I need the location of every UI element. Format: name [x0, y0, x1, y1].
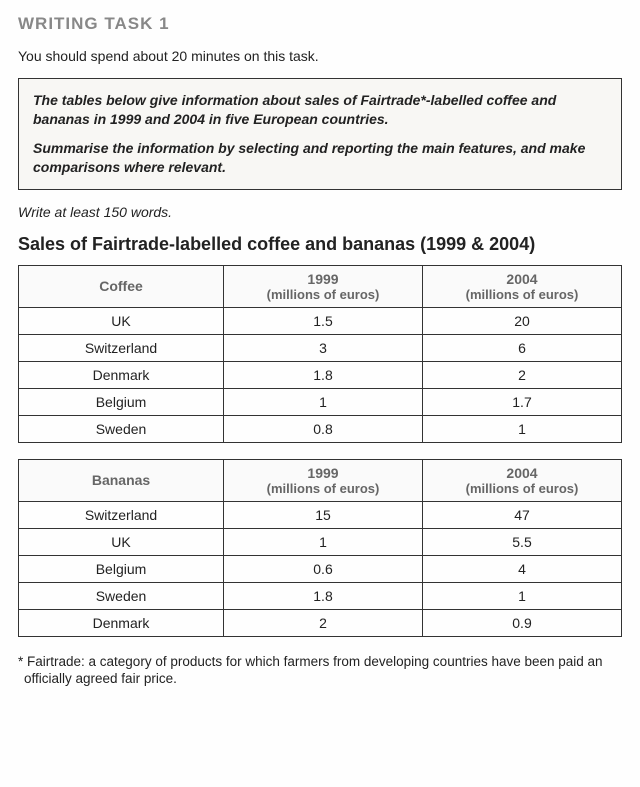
word-count-instruction: Write at least 150 words. — [18, 204, 622, 220]
country-cell: Belgium — [19, 555, 224, 582]
value-2004-cell: 47 — [423, 501, 622, 528]
time-instruction: You should spend about 20 minutes on thi… — [18, 48, 622, 64]
value-1999-cell: 15 — [224, 501, 423, 528]
value-1999-cell: 1.5 — [224, 307, 423, 334]
table-row: Denmark20.9 — [19, 609, 622, 636]
prompt-box: The tables below give information about … — [18, 78, 622, 190]
bananas-header-name: Bananas — [19, 459, 224, 501]
unit-label: (millions of euros) — [232, 287, 414, 302]
value-2004-cell: 5.5 — [423, 528, 622, 555]
table-row: UK15.5 — [19, 528, 622, 555]
table-row: Switzerland36 — [19, 334, 622, 361]
coffee-table-body: UK1.520Switzerland36Denmark1.82Belgium11… — [19, 307, 622, 442]
value-2004-cell: 1.7 — [423, 388, 622, 415]
tables-title: Sales of Fairtrade-labelled coffee and b… — [18, 234, 622, 255]
year-label: 1999 — [307, 465, 338, 481]
value-2004-cell: 1 — [423, 415, 622, 442]
coffee-table: Coffee 1999 (millions of euros) 2004 (mi… — [18, 265, 622, 443]
unit-label: (millions of euros) — [431, 287, 613, 302]
unit-label: (millions of euros) — [232, 481, 414, 496]
unit-label: (millions of euros) — [431, 481, 613, 496]
prompt-paragraph-1: The tables below give information about … — [33, 91, 607, 129]
country-cell: Sweden — [19, 415, 224, 442]
value-1999-cell: 0.6 — [224, 555, 423, 582]
bananas-table-body: Switzerland1547UK15.5Belgium0.64Sweden1.… — [19, 501, 622, 636]
value-1999-cell: 1 — [224, 528, 423, 555]
year-label: 2004 — [506, 465, 537, 481]
value-2004-cell: 20 — [423, 307, 622, 334]
country-cell: Switzerland — [19, 334, 224, 361]
value-1999-cell: 0.8 — [224, 415, 423, 442]
task-heading: WRITING TASK 1 — [18, 14, 622, 34]
table-row: Belgium11.7 — [19, 388, 622, 415]
country-cell: Switzerland — [19, 501, 224, 528]
coffee-header-2004: 2004 (millions of euros) — [423, 265, 622, 307]
value-2004-cell: 4 — [423, 555, 622, 582]
year-label: 1999 — [307, 271, 338, 287]
value-1999-cell: 1.8 — [224, 361, 423, 388]
coffee-header-name: Coffee — [19, 265, 224, 307]
table-row: UK1.520 — [19, 307, 622, 334]
value-2004-cell: 2 — [423, 361, 622, 388]
country-cell: Denmark — [19, 361, 224, 388]
table-row: Denmark1.82 — [19, 361, 622, 388]
value-2004-cell: 0.9 — [423, 609, 622, 636]
coffee-header-1999: 1999 (millions of euros) — [224, 265, 423, 307]
prompt-paragraph-2: Summarise the information by selecting a… — [33, 139, 607, 177]
bananas-table: Bananas 1999 (millions of euros) 2004 (m… — [18, 459, 622, 637]
country-cell: UK — [19, 528, 224, 555]
bananas-header-1999: 1999 (millions of euros) — [224, 459, 423, 501]
country-cell: UK — [19, 307, 224, 334]
country-cell: Belgium — [19, 388, 224, 415]
bananas-header-2004: 2004 (millions of euros) — [423, 459, 622, 501]
country-cell: Sweden — [19, 582, 224, 609]
value-1999-cell: 2 — [224, 609, 423, 636]
year-label: 2004 — [506, 271, 537, 287]
value-1999-cell: 1.8 — [224, 582, 423, 609]
value-2004-cell: 6 — [423, 334, 622, 361]
value-2004-cell: 1 — [423, 582, 622, 609]
table-row: Sweden1.81 — [19, 582, 622, 609]
value-1999-cell: 1 — [224, 388, 423, 415]
country-cell: Denmark — [19, 609, 224, 636]
value-1999-cell: 3 — [224, 334, 423, 361]
table-row: Sweden0.81 — [19, 415, 622, 442]
table-row: Switzerland1547 — [19, 501, 622, 528]
footnote: * Fairtrade: a category of products for … — [18, 653, 622, 688]
table-row: Belgium0.64 — [19, 555, 622, 582]
